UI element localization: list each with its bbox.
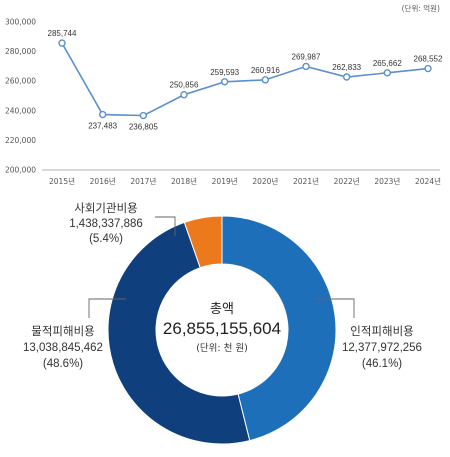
donut-chart: 사회기관비용 1,438,337,886 (5.4%) 물적피해비용 13,03… [23,201,422,445]
leader-line-human [316,298,355,318]
y-axis-ticks: 200,000 220,000 240,000 260,000 280,000 300,0… [5,18,36,175]
x-tick-label: 2024년 [415,176,441,186]
x-tick-label: 2023년 [374,176,400,186]
slice-label-social-percent: (5.4%) [89,233,123,245]
series-points [58,39,432,120]
leader-line-property [88,298,126,318]
data-point-label: 265,662 [373,59,402,68]
x-axis-ticks: 2015년 2016년 2017년 2018년 2019년 2020년 2021년 2022년… [49,176,441,186]
donut-slice [221,215,337,442]
data-point-label: 285,744 [48,29,77,38]
y-tick-label: 200,000 [5,166,36,175]
data-point-label: 269,987 [292,52,321,61]
slice-label-property-value: 13,038,845,462 [23,342,103,354]
x-tick-label: 2017년 [130,176,156,186]
series-point-labels: 285,744 237,483 236,805 250,856 259,593 260,9… [48,29,443,131]
data-point-label: 268,552 [414,55,443,64]
data-point-label: 260,916 [251,66,280,75]
data-point [302,62,310,71]
slice-label-social-name: 사회기관비용 [74,201,137,215]
slice-label-property-name: 물적피해비용 [31,324,94,338]
data-point-label: 259,593 [210,68,239,77]
x-tick-label: 2022년 [334,176,360,186]
data-point [342,73,351,81]
y-tick-label: 240,000 [5,106,36,115]
slice-label-human-percent: (46.1%) [362,358,402,370]
y-tick-label: 300,000 [5,18,36,27]
data-point [220,78,229,86]
y-tick-label: 260,000 [5,77,36,86]
y-tick-label: 220,000 [5,136,36,145]
x-tick-label: 2015년 [49,176,75,186]
data-point [98,110,107,119]
series-line [61,42,429,117]
donut-slice [107,221,251,445]
data-point-label: 237,483 [88,122,117,131]
leader-line-social [155,216,176,236]
unit-note: (단위: 억원) [402,3,440,13]
line-chart: (단위: 억원) 200,000 220,000 240,000 260,000 280… [5,3,443,186]
data-point-label: 236,805 [129,123,158,132]
data-point [58,39,66,47]
data-point-label: 262,833 [332,63,361,72]
slice-label-human-value: 12,377,972,256 [342,342,422,354]
donut-center-total: 26,855,155,604 [163,319,281,338]
x-tick-label: 2021년 [293,176,319,186]
x-tick-label: 2016년 [90,176,116,186]
data-point [424,64,432,73]
donut-slices [107,215,337,445]
data-point [139,111,148,120]
data-point [383,69,392,77]
x-tick-label: 2020년 [252,176,278,186]
slice-label-social-value: 1,438,337,886 [69,218,143,230]
donut-center-title: 총액 [210,302,234,317]
donut-center-unit: (단위: 천 원) [196,342,248,354]
y-tick-label: 280,000 [5,47,36,56]
data-point [180,91,188,99]
donut-slice [183,215,223,269]
slice-label-human-name: 인적피해비용 [350,324,413,338]
data-point [261,76,270,84]
x-tick-label: 2018년 [171,176,197,186]
slice-label-property-percent: (48.6%) [43,358,83,370]
data-point-label: 250,856 [170,81,199,90]
x-tick-label: 2019년 [212,176,238,186]
